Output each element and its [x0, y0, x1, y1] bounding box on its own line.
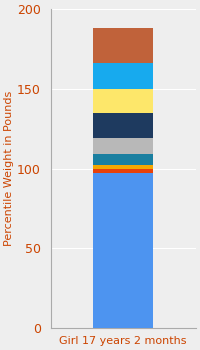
Bar: [93, 138, 153, 154]
Bar: [93, 174, 153, 328]
Y-axis label: Percentile Weight in Pounds: Percentile Weight in Pounds: [4, 91, 14, 246]
Bar: [93, 154, 153, 166]
Bar: [93, 113, 153, 138]
Bar: [93, 89, 153, 113]
Bar: [93, 169, 153, 174]
Bar: [93, 63, 153, 89]
Bar: [93, 28, 153, 63]
Bar: [93, 166, 153, 169]
